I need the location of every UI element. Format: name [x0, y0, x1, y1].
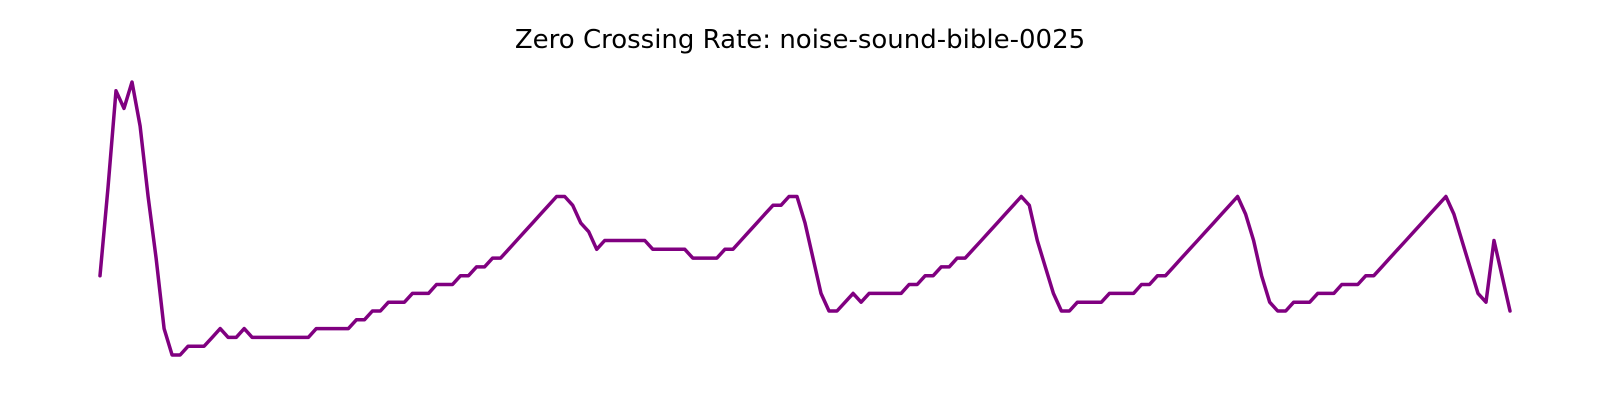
- series-line: [98, 80, 1512, 357]
- chart-title: Zero Crossing Rate: noise-sound-bible-00…: [514, 25, 1086, 55]
